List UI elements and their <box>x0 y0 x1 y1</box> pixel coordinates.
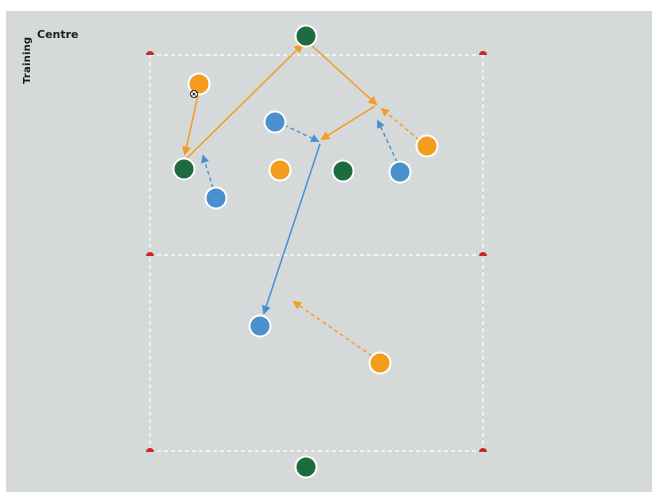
player-orange <box>415 134 439 158</box>
run-arrow <box>283 124 320 142</box>
player-orange <box>268 158 292 182</box>
player-blue <box>204 186 228 210</box>
run-arrow <box>261 143 321 315</box>
player-orange <box>368 351 392 375</box>
player-blue <box>388 160 412 184</box>
cone-icon <box>146 448 154 452</box>
cone-icon <box>479 252 487 256</box>
cones <box>146 51 487 452</box>
players <box>172 24 439 479</box>
cone-icon <box>146 252 154 256</box>
cone-icon <box>479 51 487 55</box>
pitch-area <box>6 11 652 492</box>
player-blue <box>248 314 272 338</box>
player-green <box>294 455 318 479</box>
player-blue <box>263 110 287 134</box>
pitch-boundary <box>149 54 484 452</box>
pass-arrow <box>309 43 378 106</box>
brand-word-centre: Centre <box>37 28 79 41</box>
pass-arrow <box>182 94 199 156</box>
pass-arrow <box>320 105 376 140</box>
pass-arrows <box>182 43 378 159</box>
player-green <box>294 24 318 48</box>
cone-icon <box>479 448 487 452</box>
player-green <box>172 157 196 181</box>
player-green <box>331 159 355 183</box>
soccer-ball-icon <box>189 89 199 99</box>
pass-arrow <box>186 43 304 159</box>
run-arrow <box>200 154 214 189</box>
player-orange <box>187 72 211 96</box>
run-arrows <box>200 107 420 357</box>
run-arrow <box>377 119 398 163</box>
run-arrow <box>380 107 420 141</box>
cone-icon <box>146 51 154 55</box>
run-arrow <box>292 301 373 357</box>
